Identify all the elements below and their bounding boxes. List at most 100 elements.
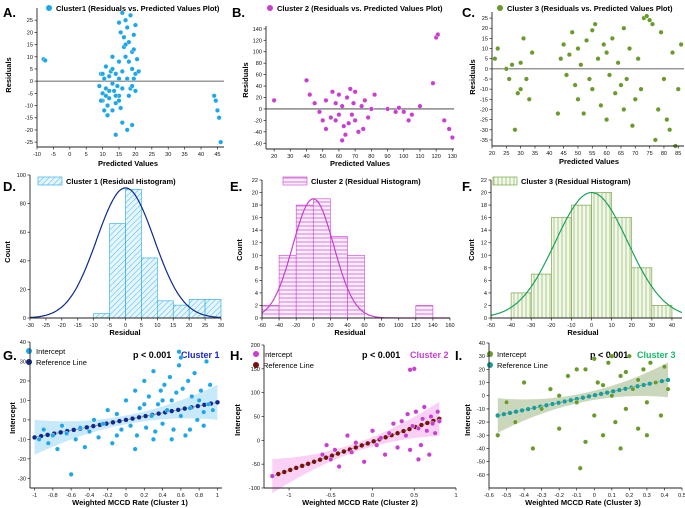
reference-point — [616, 387, 622, 393]
reference-point — [58, 429, 64, 435]
data-point — [103, 85, 109, 91]
y-tick-label: 20 — [252, 191, 258, 197]
plot-area: 20 30 40 50 60 70 80 90 100 110 120 130 -60 -40 -20 0 20… — [253, 26, 457, 160]
x-axis-title: Residual — [334, 328, 365, 337]
x-tick-label: -0.8 — [48, 493, 58, 499]
data-point — [678, 42, 684, 47]
data-point — [332, 447, 338, 453]
panel-c: C. Cluster 3 (Residuals vs. Predicted Va… — [462, 4, 684, 166]
x-axis-title: Weighted MCCD Rate (Cluster 1) — [72, 498, 188, 507]
data-point — [661, 364, 667, 370]
histogram-bar — [157, 300, 174, 319]
x-tick-label: -0.5 — [502, 493, 512, 499]
reference-point — [305, 461, 311, 467]
data-point — [201, 423, 207, 429]
x-tick-label: -5 — [107, 323, 112, 329]
data-point — [652, 137, 658, 143]
y-tick-label: 22 — [481, 178, 487, 184]
y-tick-label: 16 — [481, 216, 487, 222]
data-point — [196, 397, 202, 403]
histogram-bar — [651, 305, 673, 319]
y-tick-label: 18 — [481, 203, 487, 209]
data-point — [368, 106, 374, 112]
legend-swatch — [37, 176, 63, 186]
data-point — [339, 103, 345, 109]
x-tick-label: -40 — [507, 323, 515, 329]
x-tick-label: 140 — [428, 323, 437, 329]
y-tick-label: 0 — [482, 394, 485, 400]
data-point — [630, 386, 636, 392]
x-tick-label: 80 — [368, 154, 374, 160]
data-point — [345, 433, 350, 439]
data-point — [333, 100, 339, 106]
x-tick-label: 60 — [604, 151, 610, 157]
data-point — [45, 440, 51, 446]
y-tick-label: -60 — [477, 473, 485, 479]
data-point — [42, 57, 48, 63]
data-point — [171, 427, 177, 433]
data-point — [176, 362, 182, 368]
data-point — [68, 471, 74, 477]
data-point — [347, 86, 353, 92]
data-point — [329, 89, 335, 95]
histogram-bar — [530, 273, 552, 319]
data-point — [600, 432, 606, 438]
data-point — [353, 440, 359, 446]
panel-label: H. — [230, 348, 243, 363]
data-point — [149, 413, 155, 419]
data-point — [132, 446, 138, 452]
data-point — [173, 390, 179, 396]
data-point — [512, 419, 518, 425]
data-point — [129, 122, 135, 128]
plot-area: -1 -0.8 -0.6 -0.4 -0.2 0 0.2 0.4 0.6 0.8 1 -30 -20 -1… — [18, 340, 222, 499]
data-point — [370, 428, 375, 434]
reference-point — [317, 457, 323, 463]
data-point — [612, 90, 618, 96]
x-tick-label: -0.3 — [537, 493, 547, 499]
data-point — [132, 22, 138, 28]
plot-area: -10 -5 0 5 10 15 20 25 30 35 40 45 -25 -20 -15 -10 -5 0 5 1… — [25, 8, 224, 158]
data-point — [595, 56, 601, 62]
data-point — [132, 88, 138, 94]
data-point — [319, 452, 325, 458]
reference-point — [424, 420, 430, 426]
x-tick-label: 130 — [448, 154, 457, 160]
data-point — [612, 419, 618, 425]
data-point — [539, 406, 545, 412]
data-point — [362, 97, 368, 103]
data-point — [123, 54, 129, 60]
legend-label-intercept: Intercept — [36, 347, 66, 356]
data-point — [626, 353, 632, 359]
data-point — [378, 435, 384, 441]
data-point — [506, 76, 512, 82]
data-point — [664, 117, 670, 123]
data-point — [176, 349, 182, 355]
y-tick-label: 14 — [481, 228, 487, 234]
data-point — [189, 394, 195, 399]
legend-marker — [267, 5, 273, 11]
reference-point — [110, 419, 116, 425]
reference-point — [281, 469, 287, 475]
reference-point — [562, 398, 568, 405]
y-tick-label: 40 — [479, 341, 485, 347]
y-tick-label: -60 — [254, 141, 262, 147]
data-point — [566, 52, 572, 58]
data-point — [360, 126, 366, 132]
histogram-bar — [295, 204, 314, 319]
histogram-bar — [631, 267, 653, 319]
data-point — [592, 21, 598, 27]
y-tick-label: 40 — [20, 259, 26, 265]
x-tick-label: 160 — [445, 323, 454, 329]
panel-label: A. — [3, 5, 16, 20]
data-point — [399, 418, 405, 424]
data-point — [101, 107, 107, 113]
y-tick-label: 20 — [482, 26, 488, 32]
data-point — [589, 27, 595, 33]
x-tick-label: 120 — [432, 154, 441, 160]
data-point — [623, 406, 629, 412]
data-point — [605, 360, 611, 366]
data-point — [64, 431, 70, 436]
x-tick-label: 1 — [454, 493, 457, 499]
p-value-label: p < 0.001 — [590, 350, 628, 360]
x-tick-label: -1 — [32, 493, 37, 499]
